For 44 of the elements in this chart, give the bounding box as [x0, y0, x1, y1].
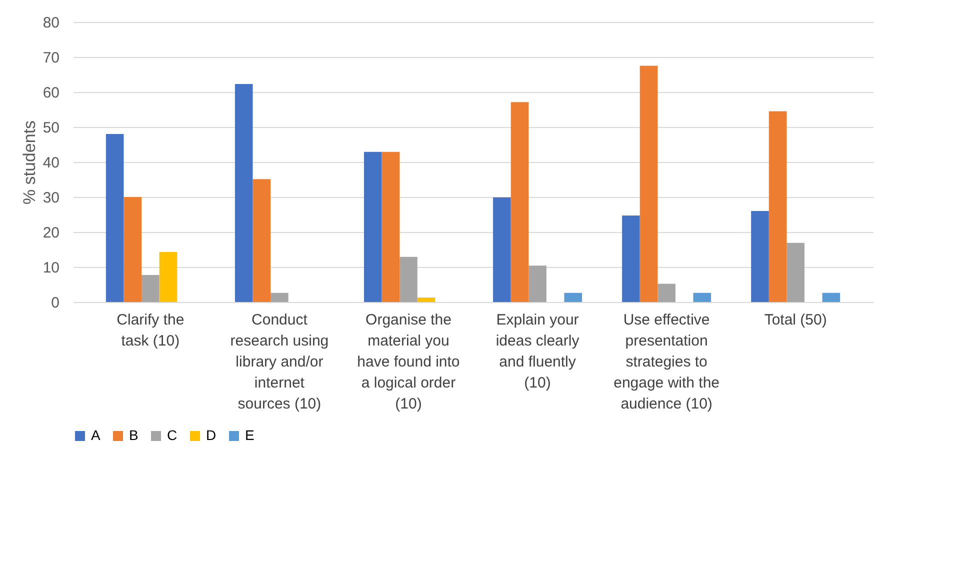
- bar: [510, 102, 529, 302]
- y-axis-title: % students: [20, 120, 39, 205]
- y-tick-label: 0: [51, 294, 60, 312]
- bar: [640, 66, 658, 302]
- y-tick-label: 10: [42, 260, 60, 276]
- bar: [106, 134, 124, 302]
- y-tick-label: 80: [42, 14, 60, 32]
- y-tick-label: 50: [42, 120, 60, 136]
- bar: [822, 292, 840, 302]
- bar: [234, 84, 253, 302]
- bar: [400, 256, 418, 302]
- bar: [142, 275, 160, 302]
- bar: [751, 211, 769, 302]
- legend-label: D: [206, 427, 216, 443]
- y-tick-label: 60: [42, 84, 60, 102]
- x-tick-label: Use effective presentation strategies to engage with the audience (10): [614, 312, 720, 412]
- bar: [159, 252, 178, 302]
- x-tick-label: Total (50): [764, 312, 827, 328]
- y-tick-label: 20: [42, 224, 60, 242]
- legend-label: B: [129, 427, 138, 443]
- x-tick-label: Explain your ideas clearly and fluently (10): [496, 312, 580, 392]
- legend-label: A: [91, 427, 101, 443]
- bar: [493, 197, 511, 302]
- bar: [564, 292, 582, 302]
- x-tick-label: Conduct research using library and/or internet sources (10): [230, 312, 329, 412]
- y-tick-label: 40: [42, 154, 60, 172]
- x-tick-label: Clarify the task (10): [116, 312, 184, 350]
- bar: [417, 297, 436, 302]
- bar: [768, 111, 787, 302]
- bar: [124, 197, 142, 302]
- bar: [658, 284, 676, 302]
- bar: [528, 266, 546, 302]
- bar: [693, 292, 712, 302]
- bar: [382, 152, 400, 302]
- y-tick-label: 70: [42, 50, 60, 66]
- bar: [622, 216, 640, 302]
- legend-label: C: [167, 427, 178, 443]
- y-tick-label: 30: [42, 190, 60, 206]
- bar: [252, 179, 271, 302]
- bar: [364, 152, 382, 302]
- bar: [270, 292, 288, 302]
- legend-label: E: [245, 427, 254, 443]
- x-tick-label: Organise the material you have found into a logical order (10): [357, 312, 460, 412]
- bar: [786, 242, 804, 302]
